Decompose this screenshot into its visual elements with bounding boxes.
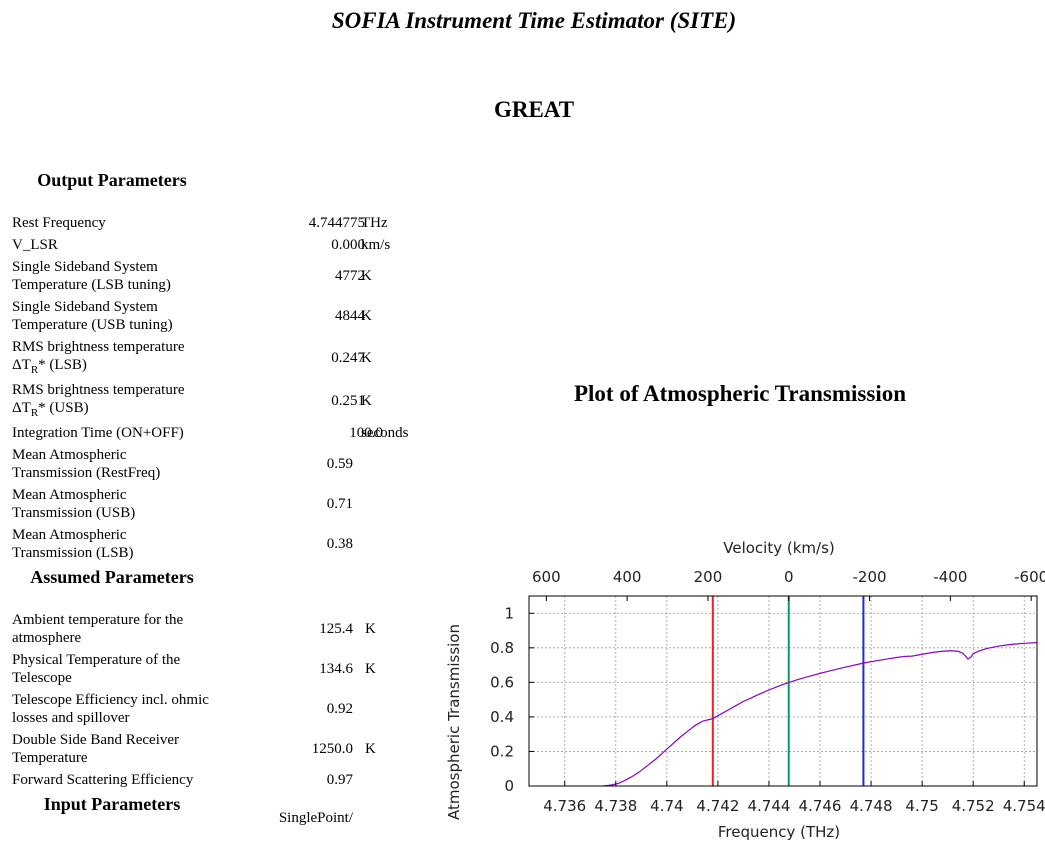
x-tick-label: 4.748 bbox=[850, 797, 893, 815]
plot-frame bbox=[528, 595, 1038, 787]
row-value: 0.59 bbox=[326, 456, 353, 472]
y-axis-label: Atmospheric Transmission bbox=[445, 624, 463, 820]
row-unit: THz bbox=[361, 215, 388, 231]
row-label: Telescope Efficiency incl. ohmic losses … bbox=[12, 692, 209, 726]
x-tick-label: 4.738 bbox=[594, 797, 637, 815]
row-unit: K bbox=[361, 350, 372, 366]
velocity-axis-label: Velocity (km/s) bbox=[723, 539, 834, 557]
row-label: Single Sideband System Temperature (USB … bbox=[12, 299, 173, 333]
row-value: 0.000 bbox=[331, 237, 365, 253]
row-label: V_LSR bbox=[12, 237, 58, 253]
row-label: Integration Time (ON+OFF) bbox=[12, 425, 184, 441]
output-parameters-heading: Output Parameters bbox=[37, 170, 187, 190]
y-tick-label: 0.4 bbox=[490, 708, 514, 726]
velocity-tick-label: -400 bbox=[933, 568, 967, 586]
label-post: * (LSB) bbox=[38, 357, 87, 373]
velocity-tick-label: 200 bbox=[694, 568, 723, 586]
input-mode-value: SinglePoint/ bbox=[278, 810, 353, 826]
y-tick-label: 0.6 bbox=[490, 673, 514, 691]
y-tick-label: 0 bbox=[504, 777, 514, 795]
atmospheric-transmission-chart: Velocity (km/s) Atmospheric Transmission… bbox=[445, 539, 1045, 841]
instrument-title: GREAT bbox=[493, 97, 575, 122]
row-value: 4772 bbox=[335, 268, 365, 284]
label-pre: ΔT bbox=[12, 357, 31, 373]
grid-lines bbox=[529, 596, 1037, 787]
row-label: RMS brightness temperature ΔTR* (USB) bbox=[12, 381, 227, 422]
row-unit: km/s bbox=[361, 237, 391, 253]
plot-heading: Plot of Atmospheric Transmission bbox=[573, 381, 907, 406]
label-sub: R bbox=[30, 364, 39, 376]
row-value: 0.71 bbox=[326, 496, 353, 512]
row-label: Ambient temperature for the atmosphere bbox=[12, 612, 184, 646]
row-unit: K bbox=[365, 621, 376, 637]
row-label: Double Side Band Receiver Temperature bbox=[12, 732, 180, 766]
y-tick-label: 0.2 bbox=[490, 742, 514, 760]
x-tick-label: 4.75 bbox=[905, 797, 938, 815]
x-tick-label: 4.742 bbox=[696, 797, 739, 815]
velocity-tick-label: 0 bbox=[784, 568, 794, 586]
label-line1: RMS brightness temperature bbox=[12, 339, 185, 355]
transmission-curve bbox=[602, 642, 1038, 787]
label-pre: ΔT bbox=[12, 400, 31, 416]
x-tick-label: 4.744 bbox=[747, 797, 790, 815]
row-unit: K bbox=[361, 268, 372, 284]
row-value: 4.744775 bbox=[308, 215, 365, 231]
row-value: 0.97 bbox=[326, 772, 353, 788]
row-value: 134.6 bbox=[319, 661, 353, 677]
x-tick-label: 4.754 bbox=[1003, 797, 1045, 815]
assumed-parameters-heading: Assumed Parameters bbox=[30, 567, 194, 587]
row-label: Physical Temperature of the Telescope bbox=[12, 652, 181, 686]
frequency-axis-label: Frequency (THz) bbox=[718, 823, 840, 841]
frequency-markers bbox=[711, 596, 865, 786]
row-label: Single Sideband System Temperature (LSB … bbox=[12, 259, 171, 293]
row-label: Rest Frequency bbox=[12, 215, 106, 231]
row-value: 0.251 bbox=[331, 393, 365, 409]
x-tick-label: 4.736 bbox=[543, 797, 586, 815]
x-tick-label: 4.74 bbox=[650, 797, 683, 815]
input-parameters-heading: Input Parameters bbox=[43, 794, 181, 814]
axis-ticks: 0 0.2 0.4 0.6 0.8 1 4.736 4.738 4.74 4.742 4.744 4.… bbox=[490, 568, 1045, 815]
row-value: 0.38 bbox=[326, 536, 353, 552]
row-unit: K bbox=[361, 393, 372, 409]
y-tick-label: 1 bbox=[504, 604, 514, 622]
row-value: 0.92 bbox=[326, 701, 353, 717]
transmission-line bbox=[602, 642, 1038, 787]
row-value: 0.247 bbox=[331, 350, 365, 366]
row-label: RMS brightness temperature ΔTR* (LSB) bbox=[12, 338, 227, 379]
row-value: 125.4 bbox=[319, 621, 353, 637]
page-title: SOFIA Instrument Time Estimator (SITE) bbox=[331, 8, 737, 33]
row-unit: K bbox=[365, 661, 376, 677]
label-post: * (USB) bbox=[38, 400, 89, 416]
label-line1: RMS brightness temperature bbox=[12, 382, 185, 398]
x-tick-label: 4.752 bbox=[952, 797, 995, 815]
velocity-tick-label: 400 bbox=[613, 568, 642, 586]
row-unit: seconds bbox=[361, 425, 409, 441]
row-value: 4844 bbox=[335, 308, 365, 324]
velocity-tick-label: -600 bbox=[1014, 568, 1045, 586]
row-label: Mean Atmospheric Transmission (RestFreq) bbox=[12, 447, 161, 481]
row-label: Mean Atmospheric Transmission (USB) bbox=[12, 487, 136, 521]
row-value: 100.0 bbox=[349, 425, 383, 441]
row-unit: K bbox=[365, 741, 376, 757]
y-tick-label: 0.8 bbox=[490, 639, 514, 657]
row-unit: K bbox=[361, 308, 372, 324]
label-sub: R bbox=[30, 407, 39, 419]
row-label: Forward Scattering Efficiency bbox=[12, 772, 194, 788]
row-value: 1250.0 bbox=[311, 741, 353, 757]
velocity-tick-label: -200 bbox=[853, 568, 887, 586]
velocity-tick-label: 600 bbox=[532, 568, 561, 586]
row-label: Mean Atmospheric Transmission (LSB) bbox=[12, 527, 134, 561]
x-tick-label: 4.746 bbox=[799, 797, 842, 815]
